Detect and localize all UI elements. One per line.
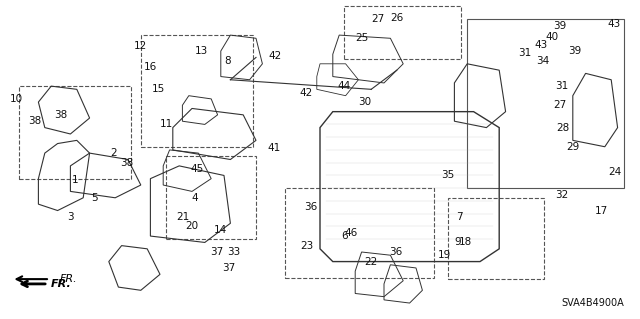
Text: 38: 38 xyxy=(54,110,67,120)
Text: 2: 2 xyxy=(111,148,117,158)
Text: 30: 30 xyxy=(358,97,371,107)
Text: 17: 17 xyxy=(595,205,608,216)
Text: 28: 28 xyxy=(557,122,570,133)
Text: 12: 12 xyxy=(134,41,147,51)
Text: 14: 14 xyxy=(214,225,227,235)
Text: 29: 29 xyxy=(566,142,579,152)
Text: 31: 31 xyxy=(518,48,531,58)
Text: 32: 32 xyxy=(556,189,568,200)
Text: 11: 11 xyxy=(160,119,173,130)
Bar xyxy=(19,86,131,179)
Text: 24: 24 xyxy=(608,167,621,177)
Text: 5: 5 xyxy=(92,193,98,203)
Text: 6: 6 xyxy=(341,231,348,241)
Text: 34: 34 xyxy=(536,56,549,66)
Text: 37: 37 xyxy=(210,247,223,257)
Text: 25: 25 xyxy=(355,33,368,43)
Text: FR.: FR. xyxy=(51,279,72,289)
Text: 45: 45 xyxy=(191,164,204,174)
Bar xyxy=(344,6,461,59)
Text: 7: 7 xyxy=(456,212,463,222)
Text: 22: 22 xyxy=(365,256,378,267)
Text: 16: 16 xyxy=(144,62,157,72)
Text: 20: 20 xyxy=(186,221,198,232)
Bar xyxy=(448,198,544,279)
Text: 26: 26 xyxy=(390,12,403,23)
Text: 4: 4 xyxy=(192,193,198,203)
Bar xyxy=(467,19,624,188)
Bar xyxy=(285,188,434,278)
Text: 43: 43 xyxy=(534,40,547,50)
Text: 31: 31 xyxy=(556,81,568,91)
Text: 15: 15 xyxy=(152,84,165,94)
Text: 41: 41 xyxy=(268,143,280,153)
Text: 10: 10 xyxy=(10,94,22,104)
Text: 38: 38 xyxy=(29,116,42,126)
Text: 27: 27 xyxy=(371,14,384,24)
Text: 39: 39 xyxy=(554,20,566,31)
Bar xyxy=(141,35,253,147)
Text: 42: 42 xyxy=(269,51,282,61)
Text: 39: 39 xyxy=(568,46,581,56)
Text: 33: 33 xyxy=(227,247,240,257)
Text: 9: 9 xyxy=(454,237,461,248)
Bar xyxy=(166,156,256,239)
Text: 42: 42 xyxy=(300,87,312,98)
Text: 27: 27 xyxy=(554,100,566,110)
Text: 36: 36 xyxy=(389,247,402,257)
Text: 44: 44 xyxy=(338,81,351,91)
Text: 43: 43 xyxy=(608,19,621,29)
Text: 18: 18 xyxy=(460,237,472,248)
Text: 1: 1 xyxy=(72,175,79,185)
Text: 3: 3 xyxy=(67,212,74,222)
Text: 35: 35 xyxy=(442,170,454,181)
Text: 37: 37 xyxy=(223,263,236,273)
Text: 36: 36 xyxy=(304,202,317,212)
Text: 19: 19 xyxy=(438,250,451,260)
Text: 23: 23 xyxy=(301,241,314,251)
Text: 40: 40 xyxy=(545,32,558,42)
Text: FR.: FR. xyxy=(60,274,77,284)
Text: 21: 21 xyxy=(176,212,189,222)
Text: 8: 8 xyxy=(224,56,230,66)
Text: SVA4B4900A: SVA4B4900A xyxy=(561,298,624,308)
Text: 13: 13 xyxy=(195,46,208,56)
Text: 46: 46 xyxy=(344,228,357,238)
Text: 38: 38 xyxy=(120,158,133,168)
